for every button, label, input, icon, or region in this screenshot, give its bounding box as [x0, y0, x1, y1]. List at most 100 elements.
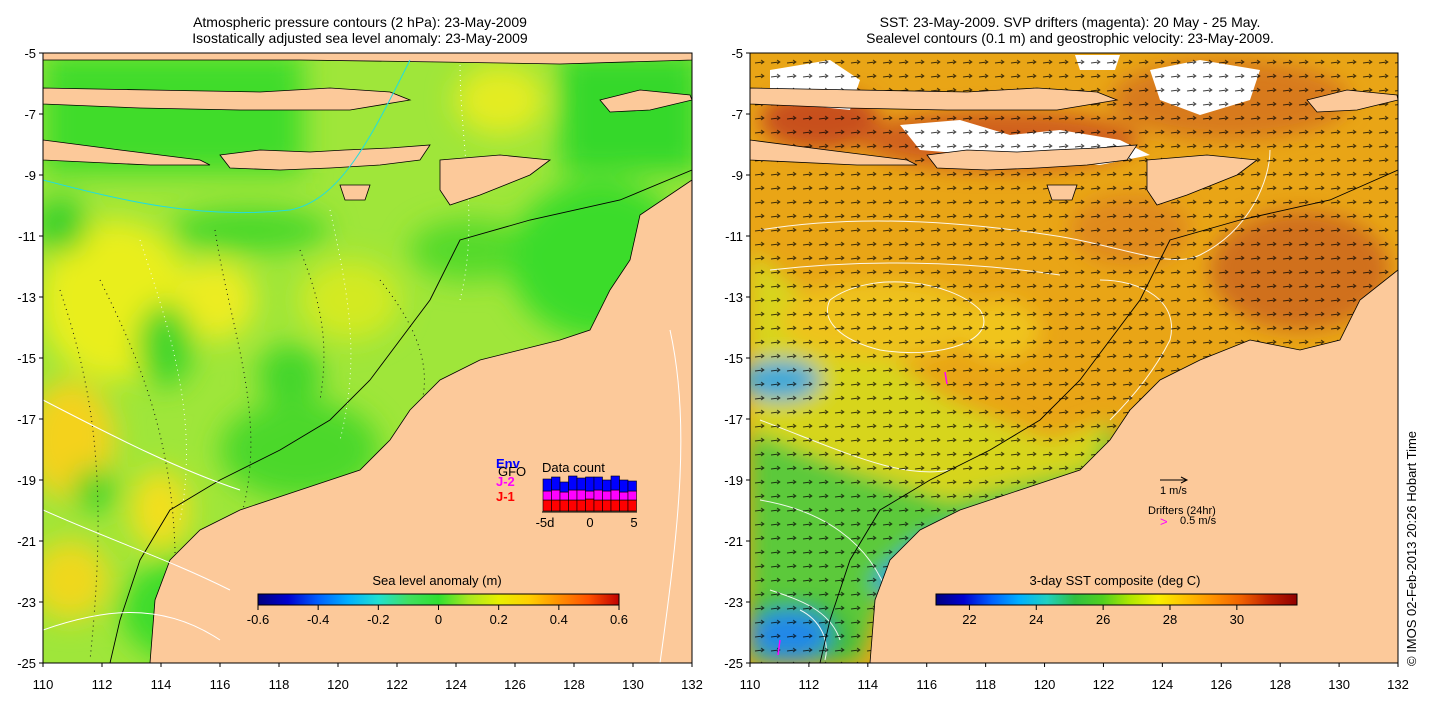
- left-colorbar-tick-label: 0.2: [490, 612, 508, 627]
- right-ytick-label: -19: [724, 473, 743, 488]
- data-count-bar: [559, 481, 569, 493]
- left-colorbar-tick-label: -0.4: [307, 612, 329, 627]
- left-ytick-label: -13: [17, 290, 36, 305]
- left-white-contours: [43, 329, 682, 663]
- right-land: [750, 87, 1398, 663]
- left-title-line2: Isostatically adjusted sea level anomaly…: [192, 30, 528, 46]
- data-count-bar: [551, 476, 561, 491]
- right-colorbar-tick-label: 28: [1163, 612, 1177, 627]
- right-xtick-label: 120: [1034, 677, 1056, 692]
- right-map-title: SST: 23-May-2009. SVP drifters (magenta)…: [760, 14, 1380, 46]
- data-count-inset: Data count -5d 0 5 Env GFO J-2 J-1: [496, 456, 638, 530]
- data-count-bar: [551, 489, 561, 501]
- right-ytick-label: -11: [725, 229, 743, 244]
- left-ytick-label: -11: [18, 229, 36, 244]
- drifter-track: [944, 371, 948, 385]
- left-ytick-label: -25: [17, 656, 36, 671]
- left-ytick-label: -7: [24, 107, 36, 122]
- data-count-bar: [610, 499, 620, 512]
- left-ytick-label: -21: [17, 534, 36, 549]
- right-title-line1: SST: 23-May-2009. SVP drifters (magenta)…: [879, 14, 1261, 30]
- left-xtick-label: 120: [327, 677, 349, 692]
- right-ytick-label: -21: [724, 534, 743, 549]
- right-ytick-label: -13: [724, 290, 743, 305]
- data-count-bar: [559, 499, 569, 512]
- data-count-bar: [576, 489, 586, 501]
- left-ytick-label: -23: [17, 595, 36, 610]
- drifter-arrow-icon: >: [1160, 514, 1168, 529]
- pressure-contours: [59, 229, 425, 661]
- right-xtick-label: 128: [1269, 677, 1291, 692]
- data-count-bar: [568, 475, 578, 491]
- left-ytick-label: -5: [24, 46, 36, 61]
- left-ytick-label: -9: [24, 168, 36, 183]
- right-colorbar-ramp: [935, 593, 1298, 606]
- data-count-bar: [593, 476, 603, 491]
- data-count-bar: [585, 476, 595, 492]
- velocity-arrow-icon: [1180, 476, 1189, 484]
- data-count-bar: [593, 499, 603, 512]
- data-count-title: Data count: [542, 460, 605, 475]
- pressure-contours-white: [139, 59, 470, 521]
- left-colorbar-tick-label: -0.2: [367, 612, 389, 627]
- left-axes: 110 112 114 116 118 120 122 124 126 128 130 132 -5 -7…: [17, 46, 703, 692]
- right-ytick-label: -9: [731, 168, 743, 183]
- data-count-bar: [585, 498, 595, 512]
- legend-j1: J-1: [496, 489, 515, 504]
- left-ytick-label: -15: [17, 351, 36, 366]
- right-colorbar-tick-label: 26: [1096, 612, 1110, 627]
- left-xtick-label: 110: [33, 677, 54, 692]
- left-colorbar-ramp: [257, 593, 620, 606]
- data-count-bar: [627, 490, 637, 501]
- count-tick-1: 0: [586, 515, 593, 530]
- drifter-track-south: [777, 639, 781, 656]
- data-count-bar: [542, 478, 552, 492]
- data-count-bar: [602, 499, 612, 512]
- left-title-line1: Atmospheric pressure contours (2 hPa): 2…: [193, 14, 527, 30]
- count-tick-0: -5d: [536, 515, 555, 530]
- right-xtick-label: 118: [975, 677, 996, 692]
- right-ytick-label: -17: [724, 412, 743, 427]
- data-count-bar: [568, 499, 578, 512]
- right-colorbar-tick-label: 30: [1230, 612, 1244, 627]
- left-xtick-label: 112: [92, 677, 113, 692]
- left-ytick-label: -17: [17, 412, 36, 427]
- cyan-contour: [43, 59, 411, 214]
- left-isobath: [109, 169, 692, 663]
- right-xtick-label: 124: [1152, 677, 1174, 692]
- data-count-bar: [627, 480, 637, 492]
- data-count-bar: [619, 491, 629, 501]
- data-count-bar: [619, 479, 629, 493]
- left-land: [43, 53, 692, 663]
- data-count-bar: [551, 499, 561, 512]
- data-count-bar: [602, 490, 612, 501]
- legend-env: Env: [496, 456, 521, 471]
- left-xtick-label: 130: [622, 677, 644, 692]
- velocity-scale-label: 1 m/s: [1160, 485, 1187, 497]
- right-map: [750, 53, 1398, 663]
- left-colorbar: Sea level anomaly (m) -0.6 -0.4 -0.2 0 0.2 0.…: [247, 573, 628, 627]
- left-xtick-label: 132: [681, 677, 703, 692]
- data-count-bar: [568, 489, 578, 501]
- data-count-bar: [576, 477, 586, 491]
- right-colorbar: 3-day SST composite (deg C) 22 24 26 28 30: [935, 573, 1298, 627]
- data-count-bar: [559, 491, 569, 501]
- data-count-bar: [610, 475, 620, 491]
- credit-text: © IMOS 02-Feb-2013 20:26 Hobart Time: [1404, 430, 1419, 666]
- legend-j2: J-2: [496, 474, 515, 489]
- left-xtick-label: 122: [386, 677, 408, 692]
- left-colorbar-tick-label: -0.6: [247, 612, 269, 627]
- right-ytick-label: -5: [731, 46, 743, 61]
- data-count-bar: [542, 499, 552, 512]
- right-axes: 110 112 114 116 118 120 122 124 126 128 130 132 -5 -7…: [724, 46, 1409, 692]
- data-count-bar: [627, 499, 637, 512]
- right-xtick-label: 114: [857, 677, 878, 692]
- right-xtick-label: 126: [1210, 677, 1232, 692]
- data-count-bar: [542, 490, 552, 501]
- drifter-legend-title: Drifters (24hr): [1148, 505, 1216, 517]
- legend-gfo: GFO: [498, 464, 526, 479]
- right-isobath: [819, 169, 1398, 663]
- data-count-bar: [602, 479, 612, 492]
- left-xtick-label: 128: [563, 677, 585, 692]
- right-title-line2: Sealevel contours (0.1 m) and geostrophi…: [866, 30, 1274, 46]
